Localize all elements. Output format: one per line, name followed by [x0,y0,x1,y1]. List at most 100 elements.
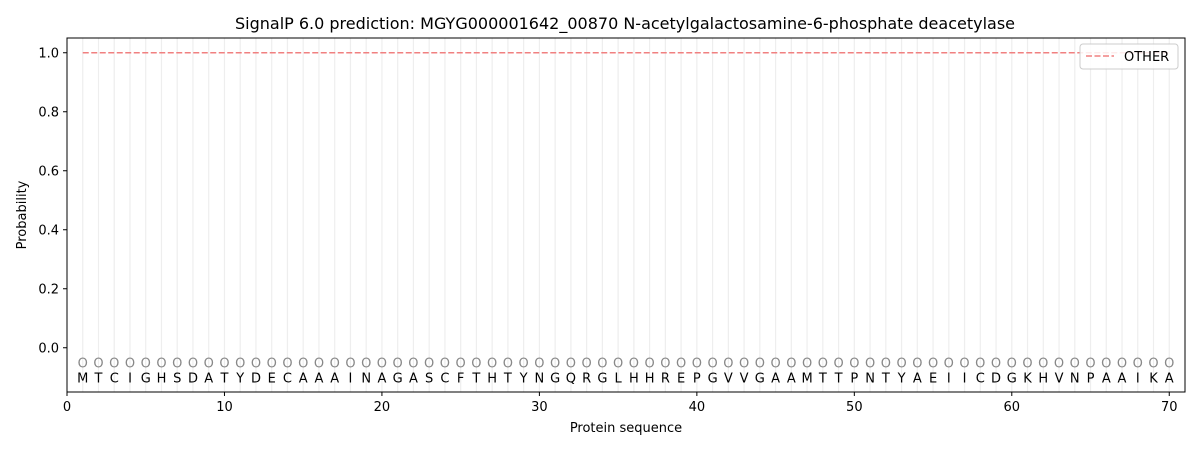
residue-letter: D [251,372,261,387]
residue-state-label: O [109,357,119,372]
residue-state-label: O [377,357,387,372]
x-tick-label: 60 [1004,400,1021,415]
x-axis-label: Protein sequence [570,421,682,436]
residue-letter: T [94,372,103,387]
residue-letter: I [1136,372,1140,387]
legend-box [1079,43,1179,70]
residue-letter: Y [235,372,244,387]
residue-state-label: O [881,357,891,372]
y-tick-label: 0.4 [38,223,59,238]
residue-state-label: O [613,357,623,372]
y-tick-label: 1.0 [38,46,59,61]
chart-title: SignalP 6.0 prediction: MGYG000001642_00… [235,14,1015,34]
residue-letter: A [1165,372,1174,387]
residue-state-label: O [440,357,450,372]
residue-letter: A [204,372,213,387]
residue-letter: S [173,372,181,387]
residue-state-label: O [629,357,639,372]
residue-state-label: O [1101,357,1111,372]
residue-letter: D [991,372,1001,387]
residue-state-label: O [991,357,1001,372]
residue-state-label: O [361,357,371,372]
residue-letter: R [661,372,670,387]
residue-letter: S [425,372,433,387]
residue-state-label: O [125,357,135,372]
residue-letter: N [1070,372,1080,387]
residue-state-label: O [1070,357,1080,372]
residue-state-label: O [660,357,670,372]
residue-letter: E [929,372,937,387]
residue-letter: T [834,372,843,387]
residue-state-label: O [1117,357,1127,372]
residue-letter: F [457,372,464,387]
residue-state-label: O [944,357,954,372]
residue-letter: L [615,372,623,387]
residue-letter: D [188,372,198,387]
residue-state-label: O [314,357,324,372]
residue-letter: A [299,372,308,387]
residue-state-label: O [330,357,340,372]
residue-letter: K [1149,372,1158,387]
residue-letter: A [377,372,386,387]
y-axis-label: Probability [15,180,30,249]
residue-letter: K [1023,372,1032,387]
residue-state-label: O [487,357,497,372]
residue-state-label: O [833,357,843,372]
residue-letter: M [801,372,812,387]
residue-state-label: O [566,357,576,372]
residue-state-label: O [597,357,607,372]
residue-state-label: O [928,357,938,372]
residue-letter: P [1087,372,1095,387]
x-tick-label: 40 [689,400,706,415]
residue-letter: A [1118,372,1127,387]
residue-letter: T [219,372,228,387]
residue-state-label: O [802,357,812,372]
residue-state-label: O [896,357,906,372]
residue-letter: H [487,372,497,387]
residue-state-label: O [707,357,717,372]
residue-state-label: O [550,357,560,372]
residue-state-label: O [424,357,434,372]
residue-state-label: O [1164,357,1174,372]
residue-state-label: O [645,357,655,372]
residue-state-label: O [141,357,151,372]
x-tick-label: 20 [374,400,391,415]
residue-letter: V [740,372,749,387]
residue-letter: C [283,372,292,387]
residue-letter: A [314,372,323,387]
residue-letter: A [771,372,780,387]
residue-state-label: O [282,357,292,372]
residue-letter: T [503,372,512,387]
residue-letter: I [128,372,132,387]
residue-state-label: O [172,357,182,372]
residue-state-label: O [676,357,686,372]
residue-letter: I [947,372,951,387]
residue-letter: C [440,372,449,387]
residue-letter: V [724,372,733,387]
residue-letter: G [597,372,607,387]
residue-letter: A [409,372,418,387]
residue-letter: H [1038,372,1048,387]
residue-state-label: O [298,357,308,372]
residue-letter: T [818,372,827,387]
residue-state-label: O [818,357,828,372]
residue-state-label: O [959,357,969,372]
y-tick-label: 0.6 [38,164,59,179]
residue-letter: G [755,372,765,387]
residue-state-label: O [723,357,733,372]
residue-letter: E [268,372,276,387]
residue-state-label: O [267,357,277,372]
residue-letter: P [850,372,858,387]
residue-state-label: O [739,357,749,372]
residue-letter: G [1007,372,1017,387]
residue-state-label: O [219,357,229,372]
y-tick-label: 0.2 [38,282,59,297]
residue-state-label: O [865,357,875,372]
residue-state-label: O [93,357,103,372]
residue-state-label: O [786,357,796,372]
x-tick-label: 30 [531,400,548,415]
residue-state-label: O [1085,357,1095,372]
residue-state-label: O [345,357,355,372]
residue-state-label: O [755,357,765,372]
